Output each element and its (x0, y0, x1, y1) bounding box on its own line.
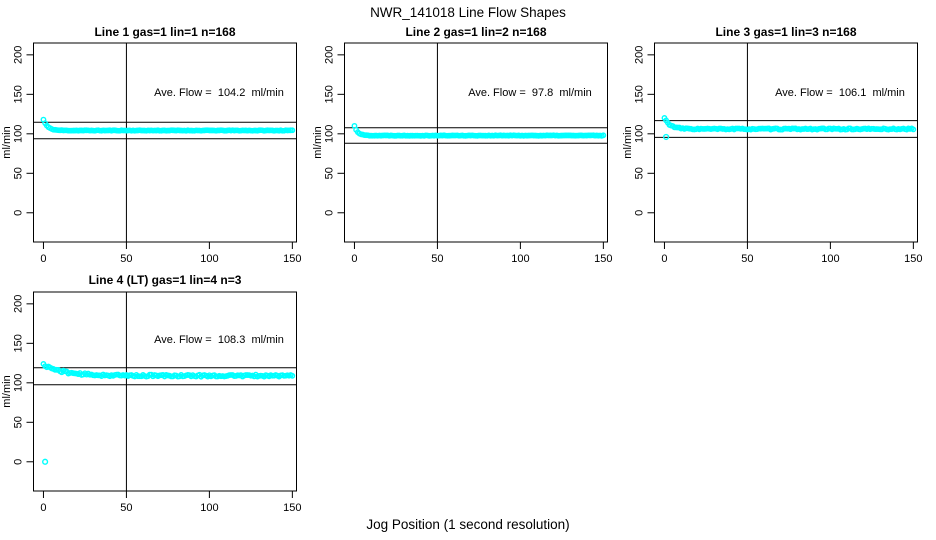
panel-3: 0 50 100 150 0 50 100 150 200 (633, 42, 923, 265)
panel-1-title: Line 1 gas=1 lin=1 n=168 (94, 25, 236, 39)
data-point (910, 126, 917, 133)
x-tick-label: 50 (120, 253, 132, 265)
data-point (600, 132, 607, 139)
x-axis-label: Jog Position (1 second resolution) (366, 517, 570, 532)
y-tick-label: 150 (323, 85, 335, 103)
panel-4-title: Line 4 (LT) gas=1 lin=4 n=3 (88, 273, 242, 287)
x-tick-label: 0 (40, 253, 46, 265)
panel-1-ave-flow-annotation: Ave. Flow = 104.2 ml/min (154, 87, 284, 99)
y-tick-label: 100 (12, 125, 24, 143)
data-series (40, 116, 296, 134)
panel-4-ave-flow-annotation: Ave. Flow = 108.3 ml/min (154, 334, 284, 346)
data-point (289, 372, 296, 379)
data-series (40, 361, 296, 465)
outlier-point (42, 458, 49, 465)
data-series (661, 115, 917, 141)
y-tick-label: 50 (12, 416, 24, 428)
outlier-point (663, 133, 670, 141)
panel-4: 0 50 100 150 0 50 100 150 200 (12, 291, 302, 514)
x-tick-label: 50 (431, 253, 443, 265)
panel-2-title: Line 2 gas=1 lin=2 n=168 (405, 25, 547, 39)
panel-2-ave-flow-annotation: Ave. Flow = 97.8 ml/min (468, 87, 592, 99)
x-tick-label: 150 (904, 253, 922, 265)
x-tick-label: 50 (741, 253, 753, 265)
plot-box (654, 42, 918, 243)
x-tick-label: 100 (511, 253, 529, 265)
figure-title: NWR_141018 Line Flow Shapes (370, 5, 566, 20)
x-tick-label: 100 (821, 253, 839, 265)
y-tick-label: 150 (633, 85, 645, 103)
data-point (289, 127, 296, 134)
x-tick-label: 0 (661, 253, 667, 265)
x-tick-label: 150 (594, 253, 612, 265)
y-tick-label: 100 (633, 125, 645, 143)
panel-3-title: Line 3 gas=1 lin=3 n=168 (715, 25, 857, 39)
x-tick-label: 100 (200, 253, 218, 265)
plot-box (344, 42, 608, 243)
y-tick-label: 100 (12, 374, 24, 392)
data-series (351, 122, 607, 139)
y-tick-label: 50 (323, 167, 335, 179)
y-tick-label: 200 (12, 295, 24, 313)
x-tick-label: 100 (200, 502, 218, 514)
y-tick-label: 50 (12, 167, 24, 179)
x-tick-label: 150 (283, 253, 301, 265)
y-tick-label: 50 (633, 167, 645, 179)
x-tick-label: 0 (351, 253, 357, 265)
y-tick-label: 200 (12, 46, 24, 64)
x-tick-label: 50 (120, 502, 132, 514)
y-tick-label: 150 (12, 85, 24, 103)
panel-3-ave-flow-annotation: Ave. Flow = 106.1 ml/min (775, 87, 905, 99)
y-tick-label: 200 (633, 46, 645, 64)
panel-2: 0 50 100 150 0 50 100 150 200 (323, 42, 613, 265)
plot-box (33, 291, 297, 492)
panel-1: 0 50 100 150 0 50 100 150 200 (12, 42, 302, 265)
y-tick-label: 0 (12, 210, 24, 216)
y-tick-label: 100 (323, 125, 335, 143)
plot-box (33, 42, 297, 243)
y-tick-label: 200 (323, 46, 335, 64)
y-tick-label: 0 (323, 210, 335, 216)
x-tick-label: 150 (283, 502, 301, 514)
y-tick-label: 0 (633, 210, 645, 216)
x-tick-label: 0 (40, 502, 46, 514)
y-tick-label: 0 (12, 459, 24, 465)
y-tick-label: 150 (12, 334, 24, 352)
